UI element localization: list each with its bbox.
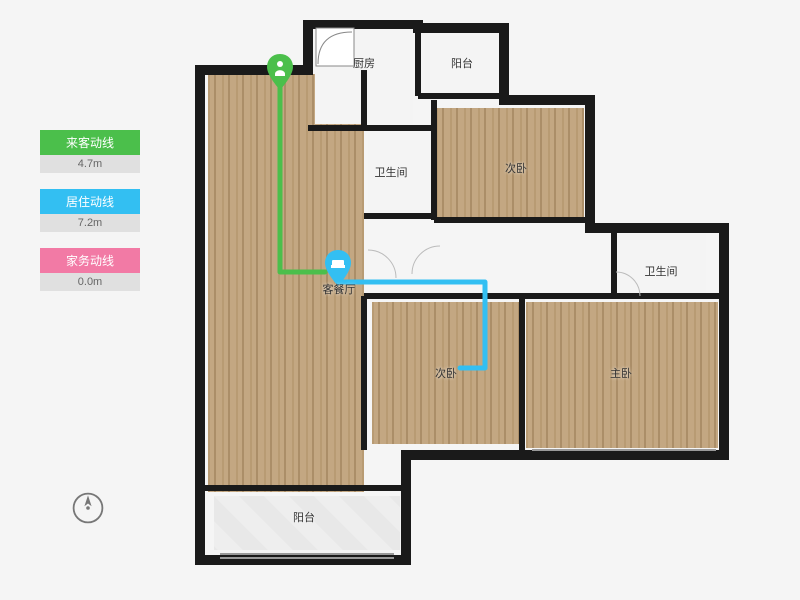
label-master: 主卧 [610,365,632,381]
label-bedroom2b: 次卧 [435,365,457,381]
label-balcony2: 阳台 [293,509,315,525]
legend-guest-label: 来客动线 [40,130,140,155]
legend-resident-label: 居住动线 [40,189,140,214]
guest-marker [267,54,293,90]
label-kitchen: 厨房 [353,55,375,71]
legend-housework: 家务动线 0.0m [40,248,140,291]
legend-guest-value: 4.7m [40,155,140,173]
legend-resident-value: 7.2m [40,214,140,232]
label-balcony1: 阳台 [451,55,473,71]
floorplan: 厨房 阳台 卫生间 次卧 卫生间 客餐厅 次卧 主卧 阳台 [190,20,770,580]
label-bath1: 卫生间 [375,164,408,180]
legend-resident: 居住动线 7.2m [40,189,140,232]
legend-panel: 来客动线 4.7m 居住动线 7.2m 家务动线 0.0m [40,130,140,307]
label-bedroom2a: 次卧 [505,160,527,176]
walls [190,20,770,580]
label-bath2: 卫生间 [645,263,678,279]
legend-guest: 来客动线 4.7m [40,130,140,173]
legend-housework-value: 0.0m [40,273,140,291]
label-living: 客餐厅 [323,281,356,297]
legend-housework-label: 家务动线 [40,248,140,273]
compass-icon [70,490,106,526]
